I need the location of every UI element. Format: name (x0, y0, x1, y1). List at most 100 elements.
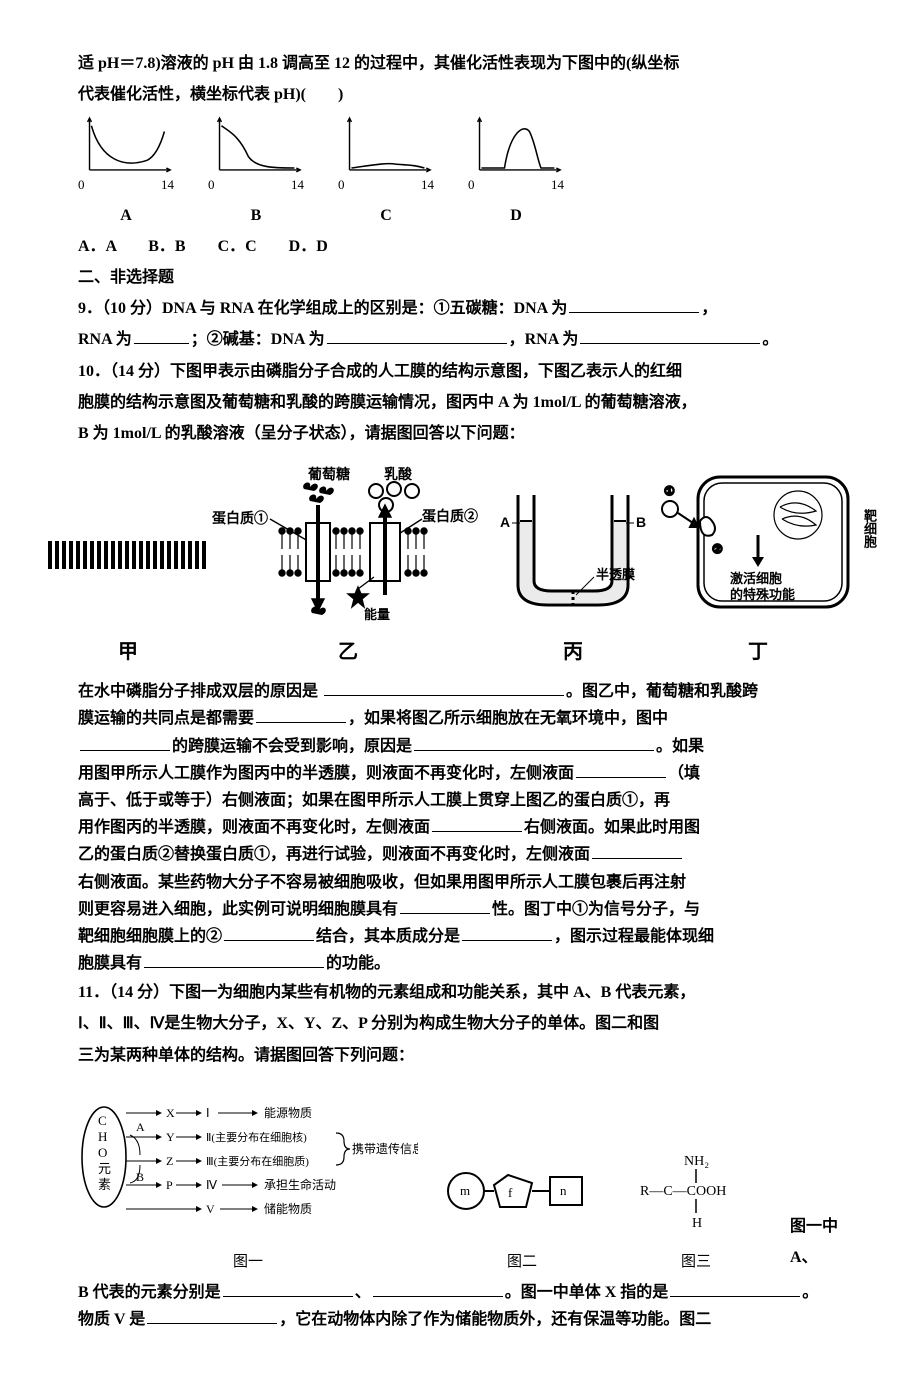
svg-text:O: O (98, 1145, 107, 1160)
svg-text:P: P (166, 1178, 173, 1192)
q9-m2: ；②碱基：DNA 为 (191, 331, 325, 348)
panel-label-yi: 乙 (208, 633, 488, 672)
svg-text:①: ① (664, 484, 675, 498)
q9-blank1 (569, 296, 699, 313)
panel-label-bing: 丙 (488, 633, 658, 672)
svg-text:C: C (98, 1113, 107, 1128)
panel-yi-svg: 葡萄糖 乳酸 蛋白质① 蛋白质② (208, 465, 488, 625)
label-activate: 激活细胞 (730, 571, 782, 586)
label-glu: 葡萄糖 (307, 466, 350, 482)
svg-text:R―C―COOH: R―C―COOH (640, 1184, 726, 1199)
q11-figures: C H O 元 素 X Ⅰ 能源物质 Y Ⅱ (78, 1085, 842, 1277)
svg-text:f: f (508, 1185, 513, 1200)
svg-text:n: n (560, 1183, 567, 1198)
q9-m3: ，RNA 为 (509, 331, 579, 348)
label-d: D (468, 200, 564, 231)
fig1-svg: C H O 元 素 X Ⅰ 能源物质 Y Ⅱ (78, 1085, 418, 1235)
cap-fig2: 图二 (442, 1248, 602, 1277)
label-func: 的特殊功能 (730, 587, 795, 602)
q11-tail-lead: 图一中 A、 (790, 1211, 842, 1277)
q8-line1: 适 pH＝7.8)溶液的 pH 由 1.8 调高至 12 的过程中，其催化活性表… (78, 48, 842, 79)
axis0-c: 0 (338, 172, 345, 197)
label-energy: 能量 (364, 607, 390, 622)
svg-text:素: 素 (98, 1177, 111, 1192)
label-membrane: 半透膜 (596, 567, 635, 582)
chart-b (208, 114, 304, 174)
svg-text:NH₂: NH₂ (684, 1154, 709, 1169)
axis0-a: 0 (78, 172, 85, 197)
svg-text:H: H (98, 1129, 107, 1144)
chart-d (468, 114, 564, 174)
axis14-b: 14 (291, 172, 304, 197)
q9-end: 。 (762, 331, 778, 348)
q10-figure: 甲 葡萄糖 乳酸 蛋白质① 蛋白质② (48, 465, 872, 672)
q10-p2: 胞膜的结构示意图及葡萄糖和乳酸的跨膜运输情况，图丙中 A 为 1mol/L 的葡… (78, 387, 842, 418)
panel-ding-svg: ① ② 激活细胞 的特殊功能 (658, 465, 858, 625)
cap-fig1: 图一 (78, 1248, 418, 1277)
svg-text:H: H (692, 1216, 702, 1231)
axis14-a: 14 (161, 172, 174, 197)
chart-c (338, 114, 434, 174)
axis0-b: 0 (208, 172, 215, 197)
q11-p3: 三为某两种单体的结构。请据图回答下列问题： (78, 1040, 842, 1071)
panel-bing-svg: A B 半透膜 (488, 465, 658, 625)
svg-text:能源物质: 能源物质 (264, 1106, 312, 1120)
section2-heading: 二、非选择题 (78, 262, 842, 293)
q9-blank4 (580, 327, 760, 344)
q10-p1: 10．（14 分）下图甲表示由磷脂分子合成的人工膜的结构示意图，下图乙表示人的红… (78, 356, 842, 387)
axis14-d: 14 (551, 172, 564, 197)
svg-text:m: m (460, 1183, 470, 1198)
svg-text:X: X (166, 1106, 175, 1120)
chart-a-svg (78, 114, 174, 174)
label-lac: 乳酸 (384, 466, 413, 482)
label-prot2: 蛋白质② (422, 508, 478, 524)
svg-text:Ⅰ: Ⅰ (206, 1106, 210, 1120)
label-c: C (338, 200, 434, 231)
q9-m1: ， (701, 300, 717, 317)
q9-lead: 9．（10 分）DNA 与 RNA 在化学组成上的区别是：①五碳糖：DNA 为 (78, 300, 567, 317)
q9-text: 9．（10 分）DNA 与 RNA 在化学组成上的区别是：①五碳糖：DNA 为 ，… (78, 293, 842, 355)
svg-text:A: A (500, 514, 510, 530)
chart-c-svg (338, 114, 434, 174)
q11-body: B 代表的元素分别是、。图一中单体 X 指的是。 物质 V 是，它在动物体内除了… (78, 1279, 842, 1333)
q9-blank3 (327, 327, 507, 344)
panel-label-ding: 丁 (658, 633, 858, 672)
axis0-d: 0 (468, 172, 475, 197)
label-prot1: 蛋白质① (212, 510, 268, 526)
q11-p1: 11．（14 分）下图一为细胞内某些有机物的元素组成和功能关系，其中 A、B 代… (78, 977, 842, 1008)
lipid-bottom (48, 555, 208, 569)
svg-text:Y: Y (166, 1130, 175, 1144)
q10-p3: B 为 1mol/L 的乳酸溶液（呈分子状态），请据图回答以下问题： (78, 418, 842, 449)
lipid-top (48, 541, 208, 555)
fig2-svg: m f n (442, 1145, 602, 1235)
svg-text:A: A (136, 1120, 145, 1134)
chart-a (78, 114, 174, 174)
fig3-svg: NH₂ R―C―COOH H (626, 1145, 766, 1235)
svg-text:Z: Z (166, 1154, 173, 1168)
svg-text:Ⅳ: Ⅳ (206, 1178, 217, 1192)
label-a: A (78, 200, 174, 231)
q10-body: 在水中磷脂分子排成双层的原因是 。图乙中，葡萄糖和乳酸跨 膜运输的共同点是都需要… (78, 678, 842, 977)
label-target: 靶细胞 (857, 509, 882, 548)
q8-line2: 代表催化活性，横坐标代表 pH)( ) (78, 79, 842, 110)
svg-text:B: B (636, 514, 646, 530)
svg-text:储能物质: 储能物质 (264, 1201, 312, 1216)
q8-charts (78, 114, 842, 174)
svg-text:携带遗传信息: 携带遗传信息 (352, 1141, 418, 1156)
svg-text:Ⅲ(主要分布在细胞质): Ⅲ(主要分布在细胞质) (206, 1155, 309, 1168)
svg-text:②: ② (712, 542, 723, 556)
label-b: B (208, 200, 304, 231)
chart-d-svg (468, 114, 564, 174)
q9-rna: RNA 为 (78, 331, 132, 348)
svg-text:元: 元 (98, 1161, 111, 1176)
svg-text:承担生命活动: 承担生命活动 (264, 1177, 336, 1192)
q9-blank2 (134, 327, 189, 344)
chart-b-svg (208, 114, 304, 174)
svg-text:Ⅱ(主要分布在细胞核): Ⅱ(主要分布在细胞核) (206, 1130, 307, 1144)
svg-text:V: V (206, 1202, 215, 1216)
panel-label-jia: 甲 (48, 633, 208, 672)
cap-fig3: 图三 (626, 1248, 766, 1277)
q8-options: A．A B．B C．C D．D (78, 231, 842, 262)
q11-p2: Ⅰ、Ⅱ、Ⅲ、Ⅳ是生物大分子，X、Y、Z、P 分别为构成生物大分子的单体。图二和图 (78, 1008, 842, 1039)
axis14-c: 14 (421, 172, 434, 197)
